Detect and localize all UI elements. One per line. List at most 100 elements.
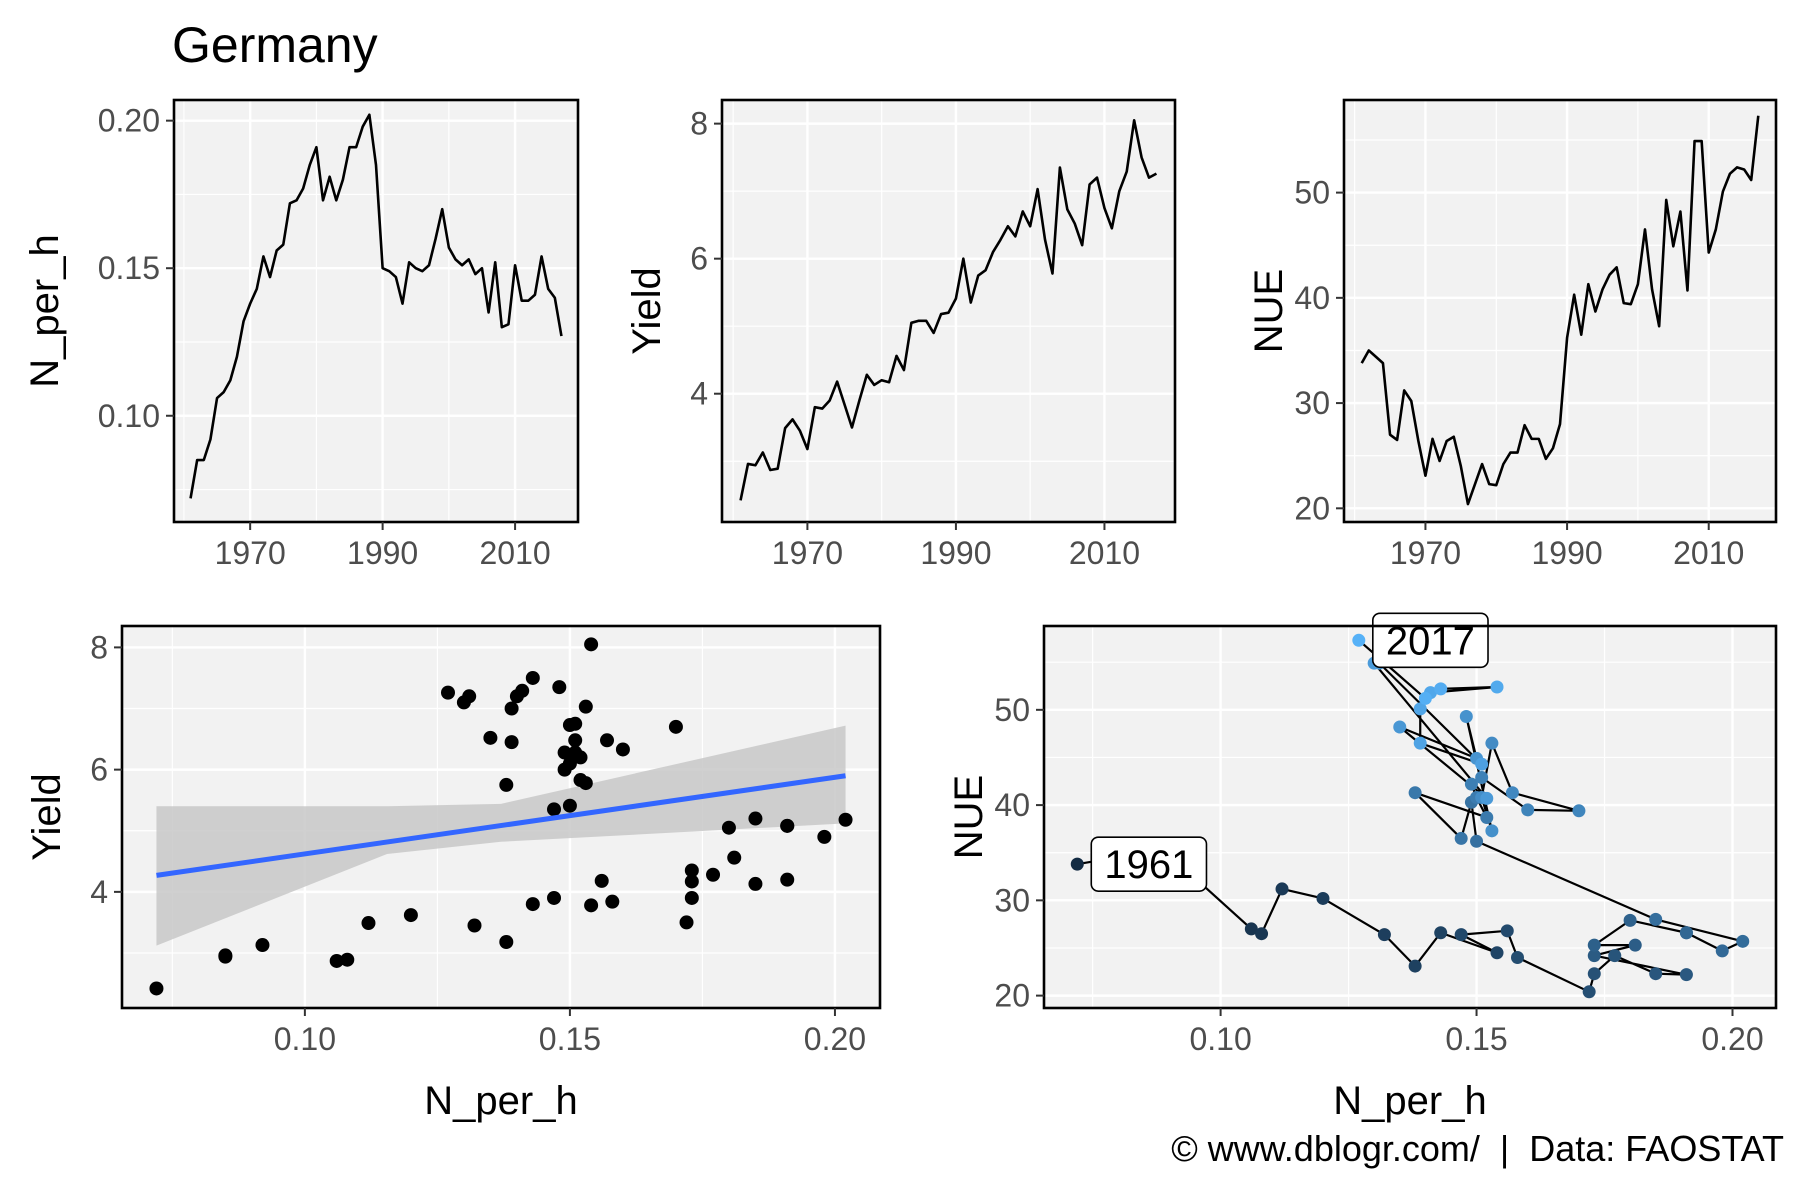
panel-background: [1344, 100, 1776, 522]
y-axis-label: N_per_h: [23, 234, 67, 387]
x-tick-label: 2010: [1069, 535, 1140, 571]
data-point: [1649, 967, 1663, 981]
annotation-label: 1961: [1104, 843, 1193, 887]
panel-4: 0.10 0.15 0.20 4 6 8 Yield N_per_h: [25, 624, 882, 1123]
data-point: [1587, 967, 1601, 981]
data-point: [1572, 804, 1586, 818]
data-point: [706, 867, 721, 882]
y-axis-label: NUE: [947, 775, 991, 859]
data-point: [568, 716, 583, 731]
data-point: [1352, 633, 1366, 647]
y-tick-label: 40: [1294, 280, 1330, 316]
data-point: [499, 934, 514, 949]
data-point: [1255, 927, 1269, 941]
data-point: [568, 733, 583, 748]
data-point: [780, 818, 795, 833]
y-tick-label: 0.10: [98, 398, 160, 434]
panel-border: [720, 98, 1177, 524]
data-point: [1475, 770, 1489, 784]
data-point: [573, 750, 588, 765]
x-axis-label: N_per_h: [424, 1079, 577, 1123]
data-point: [684, 890, 699, 905]
figure-title: Germany: [172, 17, 378, 73]
y-axis-label: Yield: [25, 773, 69, 860]
path-line: [1077, 639, 1744, 993]
data-point: [440, 685, 455, 700]
data-point: [255, 938, 270, 953]
data-point: [1413, 736, 1427, 750]
data-point: [547, 890, 562, 905]
data-point: [1434, 926, 1448, 940]
panel-border: [1342, 98, 1778, 524]
y-tick-label: 6: [90, 752, 108, 788]
data-point: [547, 802, 562, 817]
data-point: [1715, 944, 1729, 958]
data-point: [525, 897, 540, 912]
x-axis-label: N_per_h: [1333, 1079, 1486, 1123]
x-tick-label: 0.20: [1701, 1021, 1763, 1057]
y-axis-label: NUE: [1247, 269, 1291, 353]
data-point: [780, 872, 795, 887]
data-point: [509, 689, 524, 704]
data-point: [1485, 824, 1499, 838]
data-point: [218, 949, 233, 964]
x-tick-label: 2010: [479, 535, 550, 571]
data-point: [552, 680, 567, 695]
x-tick-label: 1990: [920, 535, 991, 571]
data-point: [578, 776, 593, 791]
x-tick-label: 1970: [215, 535, 286, 571]
y-tick-label: 6: [690, 241, 708, 277]
data-point: [668, 719, 683, 734]
x-tick-label: 0.15: [1445, 1021, 1507, 1057]
data-point: [1454, 831, 1468, 845]
data-point: [594, 873, 609, 888]
data-point: [1393, 720, 1407, 734]
data-point: [1587, 949, 1601, 963]
y-tick-label: 20: [1294, 490, 1330, 526]
y-tick-label: 40: [994, 787, 1030, 823]
data-point: [1521, 803, 1535, 817]
data-point: [504, 701, 519, 716]
panel-border: [172, 98, 580, 524]
y-tick-label: 8: [690, 106, 708, 142]
data-point: [600, 733, 615, 748]
data-point: [149, 981, 164, 996]
data-point: [1485, 736, 1499, 750]
data-point: [1408, 959, 1422, 973]
data-point: [748, 876, 763, 891]
data-point: [499, 777, 514, 792]
x-tick-label: 2010: [1673, 535, 1744, 571]
data-point: [1587, 938, 1601, 952]
y-tick-label: 20: [994, 978, 1030, 1014]
source-caption: © www.dblogr.com/ | Data: FAOSTAT: [1171, 1128, 1784, 1169]
data-point: [1244, 922, 1258, 936]
data-point: [748, 811, 763, 826]
data-point: [1316, 891, 1330, 905]
panel-border: [120, 624, 882, 1010]
data-point: [684, 874, 699, 889]
y-tick-label: 30: [1294, 385, 1330, 421]
data-point: [684, 863, 699, 878]
x-tick-label: 0.20: [804, 1021, 866, 1057]
y-tick-label: 50: [1294, 175, 1330, 211]
data-point: [1490, 946, 1504, 960]
data-point: [679, 915, 694, 930]
data-point: [562, 756, 577, 771]
series-line: [1360, 115, 1760, 506]
regression-line: [156, 773, 846, 878]
data-point: [584, 637, 599, 652]
y-tick-label: 0.15: [98, 250, 160, 286]
x-tick-label: 1970: [1390, 535, 1461, 571]
x-tick-label: 1990: [1531, 535, 1602, 571]
data-point: [1736, 934, 1750, 948]
data-point: [1480, 810, 1494, 824]
data-point: [1408, 786, 1422, 800]
data-point: [1628, 938, 1642, 952]
data-point: [1500, 924, 1514, 938]
data-point: [1434, 682, 1448, 696]
x-tick-label: 0.15: [539, 1021, 601, 1057]
data-point: [1608, 949, 1622, 963]
